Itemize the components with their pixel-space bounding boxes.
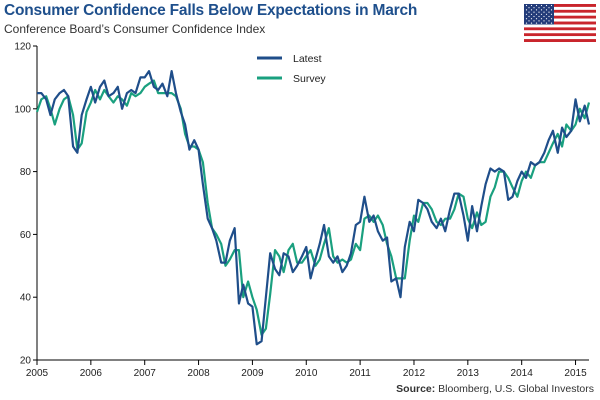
y-tick-label: 60 (20, 230, 32, 241)
x-tick-label: 2005 (26, 368, 49, 379)
chart-axes: 20 40 60 80 100 120 2005 2006 2007 2008 2009 2010 20… (14, 42, 589, 379)
x-tick-label: 2014 (511, 368, 534, 379)
y-tick-label: 40 (20, 293, 32, 304)
y-tick-label: 20 (20, 356, 32, 367)
x-tick-label: 2007 (134, 368, 157, 379)
x-tick-label: 2015 (564, 368, 587, 379)
source-note: Source: Bloomberg, U.S. Global Investors (396, 383, 594, 395)
x-tick-label: 2010 (295, 368, 318, 379)
source-label: Source: (396, 383, 436, 395)
legend-label-survey: Survey (293, 73, 326, 85)
chart-title: Consumer Confidence Falls Below Expectat… (4, 2, 418, 19)
x-tick-label: 2012 (403, 368, 426, 379)
us-flag-icon (524, 4, 596, 42)
chart-legend: Latest Survey (257, 53, 326, 85)
chart-subtitle: Conference Board’s Consumer Confidence I… (4, 22, 266, 36)
x-tick-label: 2009 (241, 368, 264, 379)
series-line-latest (37, 70, 591, 346)
series-layer (35, 70, 591, 346)
x-tick-label: 2011 (349, 368, 371, 379)
series-line-survey (35, 79, 591, 336)
source-text: Bloomberg, U.S. Global Investors (438, 383, 594, 395)
y-tick-label: 120 (14, 42, 31, 53)
legend-label-latest: Latest (293, 53, 322, 65)
x-tick-label: 2006 (80, 368, 103, 379)
y-tick-label: 80 (20, 167, 32, 178)
x-tick-label: 2008 (187, 368, 210, 379)
y-tick-label: 100 (14, 104, 31, 115)
x-tick-label: 2013 (457, 368, 480, 379)
